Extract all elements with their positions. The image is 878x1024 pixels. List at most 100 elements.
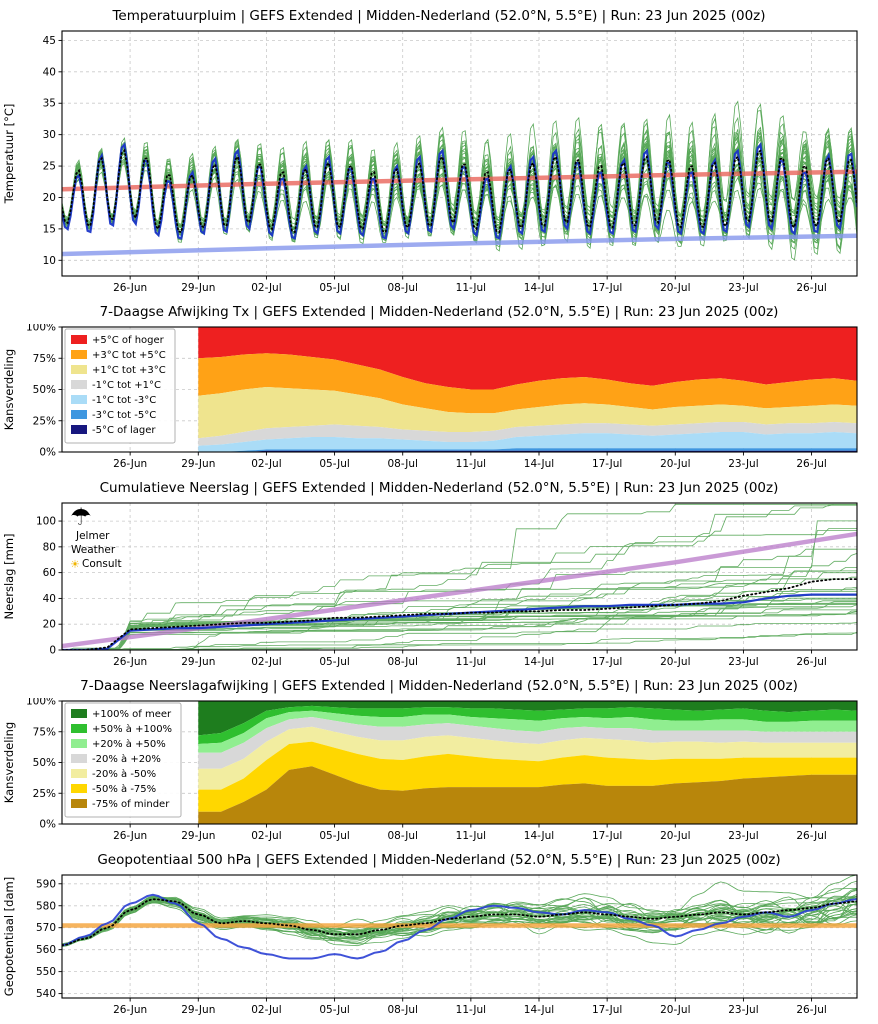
stacked-area-segment [198, 741, 857, 812]
legend-swatch [71, 709, 87, 718]
legend-label: +20% à +50% [92, 738, 166, 750]
cumulative-precipitation-chart: 26-Jun 29-Jun 02-Jul 05-Jul 08-Jul 11-Jul 14-J… [2, 502, 858, 668]
legend-label: +3°C tot +5°C [92, 350, 166, 361]
svg-text:14-Jul: 14-Jul [524, 1004, 554, 1016]
svg-text:20-Jul: 20-Jul [660, 458, 690, 470]
stacked-area-segment [198, 387, 857, 439]
svg-text:20-Jul: 20-Jul [660, 656, 690, 668]
legend-label: +100% of meer [92, 709, 172, 720]
stacked-area-segment [198, 701, 857, 736]
svg-text:17-Jul: 17-Jul [592, 1004, 622, 1016]
panel-title-tx-anomaly: 7-Daagse Afwijking Tx | GEFS Extended | … [99, 304, 779, 320]
ensemble-mean-line [62, 148, 857, 234]
ensemble-member-lines [62, 875, 857, 947]
stacked-area-segment [198, 327, 857, 390]
svg-text:100: 100 [36, 516, 56, 528]
svg-text:30: 30 [43, 129, 56, 141]
svg-text:23-Jul: 23-Jul [728, 458, 758, 470]
temperature-series [62, 100, 857, 261]
legend-label: +5°C of hoger [92, 335, 165, 346]
svg-text:23-Jul: 23-Jul [728, 656, 758, 668]
svg-text:05-Jul: 05-Jul [319, 458, 349, 470]
legend-label: -5°C of lager [92, 425, 156, 436]
svg-text:05-Jul: 05-Jul [319, 282, 349, 294]
umbrella-icon: ☂ [70, 503, 92, 531]
legend-swatch [71, 799, 87, 808]
legend-label: -3°C tot -5°C [92, 410, 156, 421]
svg-text:60: 60 [43, 567, 56, 579]
svg-text:02-Jul: 02-Jul [251, 1004, 281, 1016]
svg-text:10: 10 [43, 255, 56, 267]
legend-label: +1°C tot +3°C [92, 365, 166, 376]
panel-geopotential: Geopotentiaal 500 hPa | GEFS Extended | … [0, 848, 878, 1022]
svg-text:14-Jul: 14-Jul [524, 830, 554, 842]
stacked-area-segment [198, 717, 857, 769]
geopotential-500hpa-chart: 26-Jun 29-Jun 02-Jul 05-Jul 08-Jul 11-Jul 14-J… [2, 874, 858, 1016]
stacked-areas [198, 327, 857, 452]
gridlines [62, 875, 857, 998]
plot-border [61, 874, 858, 999]
legend-label: -50% à -75% [92, 783, 156, 795]
legend-swatch [71, 395, 87, 404]
plot-border [61, 502, 858, 651]
legend-label: -1°C tot +1°C [92, 380, 161, 391]
svg-text:26-Jun: 26-Jun [113, 656, 147, 668]
panel-title-precipitation-anomaly: 7-Daagse Neerslagafwijking | GEFS Extend… [80, 678, 798, 694]
svg-text:540: 540 [36, 988, 56, 1000]
precipitation-series [62, 503, 857, 650]
svg-text:26-Jul: 26-Jul [796, 282, 826, 294]
svg-text:75%: 75% [33, 353, 56, 365]
svg-text:Temperatuur [°C]: Temperatuur [°C] [2, 104, 16, 205]
precipitation-anomaly-stacked-chart: 26-Jun 29-Jun 02-Jul 05-Jul 08-Jul 11-Jul 14-J… [2, 698, 858, 842]
svg-text:15: 15 [43, 223, 56, 235]
panel-title-temperature: Temperatuurpluim | GEFS Extended | Midde… [112, 8, 766, 24]
svg-text:02-Jul: 02-Jul [251, 656, 281, 668]
svg-text:11-Jul: 11-Jul [456, 282, 486, 294]
svg-text:26-Jul: 26-Jul [796, 1004, 826, 1016]
svg-text:26-Jul: 26-Jul [796, 656, 826, 668]
svg-text:Kansverdeling: Kansverdeling [2, 722, 16, 803]
svg-text:0%: 0% [39, 819, 56, 831]
svg-text:23-Jul: 23-Jul [728, 1004, 758, 1016]
svg-text:100%: 100% [26, 324, 56, 334]
svg-text:05-Jul: 05-Jul [319, 656, 349, 668]
svg-text:Geopotentiaal [dam]: Geopotentiaal [dam] [2, 877, 16, 996]
climatology-max-line [62, 169, 857, 192]
plot-border [61, 30, 858, 277]
svg-text:Kansverdeling: Kansverdeling [2, 349, 16, 430]
svg-text:50%: 50% [33, 384, 56, 396]
axis-tick-labels: 26-Jun 29-Jun 02-Jul 05-Jul 08-Jul 11-Jul 14-J… [2, 324, 827, 470]
svg-text:550: 550 [36, 966, 56, 978]
svg-text:40: 40 [43, 66, 56, 78]
svg-text:29-Jun: 29-Jun [181, 458, 215, 470]
sun-icon: ☀ [70, 558, 80, 571]
svg-text:75%: 75% [33, 726, 56, 738]
svg-text:23-Jul: 23-Jul [728, 282, 758, 294]
legend-swatch [71, 754, 87, 763]
stacked-area-segment [198, 726, 857, 790]
legend-swatch [71, 425, 87, 434]
svg-text:26-Jul: 26-Jul [796, 458, 826, 470]
svg-text:0%: 0% [39, 447, 56, 459]
legend-label: +50% à +100% [92, 723, 172, 735]
svg-text:26-Jun: 26-Jun [113, 830, 147, 842]
stacked-area-segment [198, 710, 857, 753]
svg-text:11-Jul: 11-Jul [456, 830, 486, 842]
svg-text:08-Jul: 08-Jul [388, 656, 418, 668]
svg-text:25: 25 [43, 161, 56, 173]
logo-text-jelmer: Jelmer [75, 530, 110, 542]
svg-text:17-Jul: 17-Jul [592, 458, 622, 470]
stacked-area-segment [198, 705, 857, 744]
axis-tick-labels: 26-Jun 29-Jun 02-Jul 05-Jul 08-Jul 11-Jul 14-J… [2, 698, 827, 842]
legend-label: -75% of minder [92, 799, 170, 810]
svg-text:50%: 50% [33, 757, 56, 769]
stacked-area-segment [198, 422, 857, 446]
legend-label: -1°C tot -3°C [92, 395, 156, 406]
svg-text:08-Jul: 08-Jul [388, 458, 418, 470]
ensemble-median-line [62, 578, 857, 650]
panel-temperature: Temperatuurpluim | GEFS Extended | Midde… [0, 4, 878, 300]
svg-text:08-Jul: 08-Jul [388, 830, 418, 842]
legend-swatch [71, 335, 87, 344]
svg-text:0: 0 [49, 645, 56, 657]
svg-text:25%: 25% [33, 788, 56, 800]
